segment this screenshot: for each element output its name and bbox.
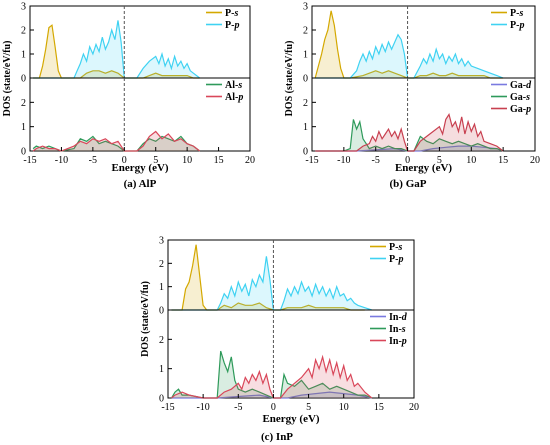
y-tick-label: 3 bbox=[159, 236, 164, 247]
y-tick-label: 2 bbox=[159, 259, 164, 270]
x-tick-label: 15 bbox=[374, 402, 384, 413]
x-tick-label: 5 bbox=[153, 155, 158, 166]
x-tick-label: -5 bbox=[89, 155, 97, 166]
series-line bbox=[315, 33, 504, 79]
y-tick-label: 2 bbox=[21, 98, 26, 109]
series-shade bbox=[171, 356, 372, 398]
chart-1: 0 1 2 3 P-sP-p 0 1 2 Ga-dGa-sGa-p -15 -10 -5 0 5 10 15 2… bbox=[284, 2, 540, 175]
series-line bbox=[314, 10, 504, 79]
y-tick-label: 1 bbox=[21, 50, 26, 61]
y-tick-label: 1 bbox=[159, 364, 164, 375]
series-line bbox=[171, 391, 372, 399]
series-shade bbox=[33, 25, 200, 78]
series-shade bbox=[315, 10, 504, 78]
x-tick-label: -15 bbox=[305, 155, 318, 166]
x-axis-label: Energy (eV) bbox=[262, 413, 319, 425]
series-shade bbox=[171, 256, 372, 310]
x-tick-label: 20 bbox=[245, 155, 255, 166]
legend-label: P-s bbox=[389, 242, 402, 253]
legend-label: In-s bbox=[389, 324, 406, 335]
series-shade bbox=[315, 34, 504, 78]
legend-label: P-s bbox=[225, 8, 238, 19]
series-line bbox=[171, 244, 365, 311]
x-tick-label: -10 bbox=[196, 402, 209, 413]
caption-a: (a) AlP bbox=[124, 178, 157, 190]
y-tick-label: 1 bbox=[303, 122, 308, 133]
legend-label: Al-s bbox=[225, 80, 242, 91]
series-shade bbox=[315, 114, 504, 151]
x-tick-label: -5 bbox=[372, 155, 380, 166]
y-tick-label: 2 bbox=[303, 98, 308, 109]
legend-label: P-p bbox=[389, 254, 403, 265]
y-axis-label: DOS (state/eV/fu) bbox=[2, 41, 13, 117]
y-axis-label: DOS (state/eV/fu) bbox=[284, 41, 295, 117]
y-tick-label: 0 bbox=[159, 306, 164, 317]
series-shade bbox=[315, 146, 504, 151]
y-tick-label: 0 bbox=[303, 147, 308, 158]
x-tick-label: -15 bbox=[23, 155, 36, 166]
series-line bbox=[171, 354, 373, 399]
series-shade bbox=[171, 351, 372, 398]
series-shade bbox=[171, 392, 372, 398]
y-tick-label: 1 bbox=[21, 122, 26, 133]
chart-0: 0 1 2 3 P-sP-p 0 1 2 Al-sAl-p -15 -10 -5 0 5 10 15 20 Ene… bbox=[2, 2, 255, 175]
y-tick-label: 0 bbox=[21, 147, 26, 158]
x-tick-label: -10 bbox=[55, 155, 68, 166]
y-tick-label: 0 bbox=[21, 74, 26, 85]
x-tick-label: 10 bbox=[182, 155, 192, 166]
x-axis-label: Energy (eV) bbox=[395, 162, 452, 174]
x-tick-label: -5 bbox=[234, 402, 242, 413]
series-line bbox=[32, 130, 201, 152]
legend-label: Ga-p bbox=[510, 104, 531, 115]
series-line bbox=[171, 256, 372, 311]
x-tick-label: 15 bbox=[214, 155, 224, 166]
x-tick-label: 10 bbox=[339, 402, 349, 413]
x-axis-label: Energy (eV) bbox=[111, 162, 168, 174]
caption-b: (b) GaP bbox=[390, 178, 427, 190]
caption-c: (c) InP bbox=[261, 431, 293, 443]
legend-label: In-p bbox=[389, 336, 407, 347]
x-tick-label: 10 bbox=[466, 155, 476, 166]
panel-frame bbox=[29, 77, 251, 152]
chart-2: 0 1 2 3 P-sP-p 0 1 2 In-dIn-sIn-p -15 -10 -5 0 5 10 15 2… bbox=[140, 236, 419, 426]
y-tick-label: 3 bbox=[21, 2, 26, 13]
legend-label: P-s bbox=[510, 8, 523, 19]
series-line bbox=[33, 24, 200, 79]
x-tick-label: 5 bbox=[437, 155, 442, 166]
y-tick-label: 2 bbox=[21, 26, 26, 37]
legend-label: Ga-d bbox=[510, 80, 532, 91]
legend-label: Ga-s bbox=[510, 92, 530, 103]
x-tick-label: -15 bbox=[161, 402, 174, 413]
y-axis-label: DOS (state/eV/fu) bbox=[140, 281, 151, 357]
series-shade bbox=[33, 20, 200, 78]
series-line bbox=[33, 20, 201, 79]
y-tick-label: 0 bbox=[303, 74, 308, 85]
legend-label: P-p bbox=[225, 20, 239, 31]
x-tick-label: 0 bbox=[405, 155, 410, 166]
series-shade bbox=[171, 244, 365, 310]
legend-label: P-p bbox=[510, 20, 524, 31]
series-line bbox=[315, 113, 504, 152]
legend-label: In-d bbox=[389, 312, 408, 323]
y-tick-label: 2 bbox=[303, 26, 308, 37]
series-shade bbox=[315, 119, 504, 151]
x-tick-label: 5 bbox=[306, 402, 311, 413]
y-tick-label: 2 bbox=[159, 335, 164, 346]
x-tick-label: 15 bbox=[498, 155, 508, 166]
x-tick-label: -10 bbox=[337, 155, 350, 166]
y-tick-label: 1 bbox=[159, 282, 164, 293]
x-tick-label: 0 bbox=[271, 402, 276, 413]
panel-frame bbox=[167, 309, 415, 399]
x-tick-label: 0 bbox=[122, 155, 127, 166]
x-tick-label: 20 bbox=[530, 155, 540, 166]
legend-label: Al-p bbox=[225, 92, 243, 103]
y-tick-label: 3 bbox=[303, 2, 308, 13]
y-tick-label: 1 bbox=[303, 50, 308, 61]
x-tick-label: 20 bbox=[409, 402, 419, 413]
y-tick-label: 0 bbox=[159, 394, 164, 405]
